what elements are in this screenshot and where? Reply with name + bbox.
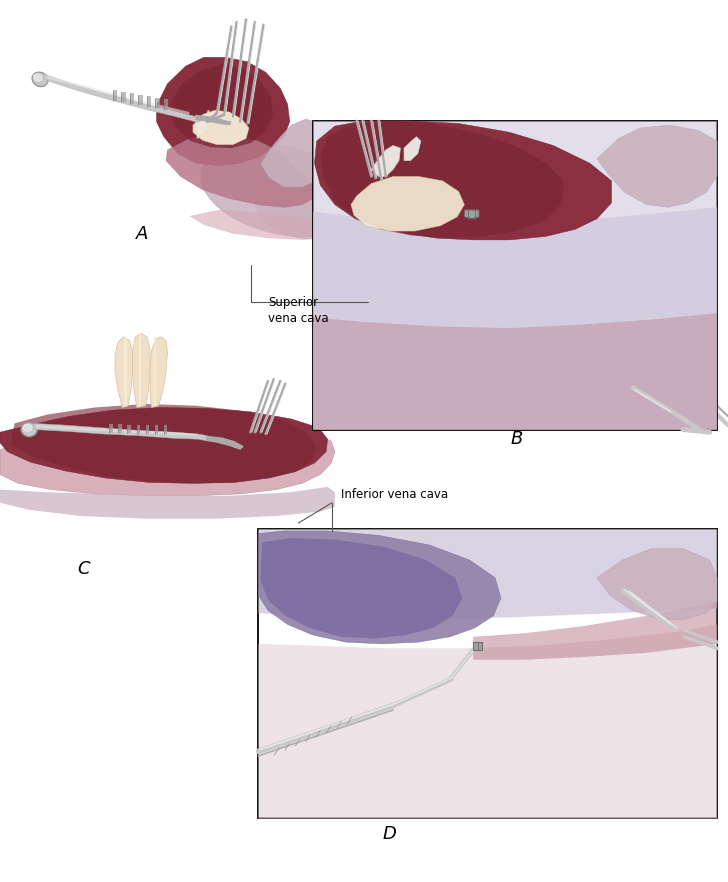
Polygon shape (313, 121, 717, 430)
Polygon shape (206, 436, 244, 450)
Polygon shape (204, 110, 210, 131)
Polygon shape (113, 90, 117, 101)
Polygon shape (313, 207, 717, 430)
Polygon shape (164, 425, 167, 434)
Ellipse shape (23, 424, 32, 431)
Text: Superior
vena cava: Superior vena cava (268, 296, 328, 325)
Polygon shape (44, 74, 200, 122)
Polygon shape (130, 93, 134, 103)
Polygon shape (154, 337, 156, 407)
Polygon shape (320, 121, 564, 238)
Polygon shape (314, 121, 612, 240)
Polygon shape (313, 313, 717, 430)
Polygon shape (258, 529, 717, 619)
Ellipse shape (201, 143, 360, 236)
Polygon shape (36, 425, 197, 436)
Polygon shape (193, 110, 249, 145)
Polygon shape (473, 642, 482, 650)
Polygon shape (138, 94, 143, 105)
Polygon shape (109, 424, 113, 433)
Polygon shape (195, 115, 232, 125)
Polygon shape (597, 549, 717, 619)
Polygon shape (147, 96, 151, 107)
Polygon shape (404, 137, 421, 161)
Polygon shape (258, 624, 717, 818)
Polygon shape (261, 119, 333, 187)
Ellipse shape (255, 168, 357, 238)
Text: D: D (382, 826, 397, 843)
Ellipse shape (33, 74, 42, 81)
Polygon shape (33, 423, 207, 441)
Text: B: B (511, 430, 523, 447)
Bar (313, 121, 717, 430)
Polygon shape (118, 424, 122, 433)
Ellipse shape (21, 422, 37, 437)
Polygon shape (155, 425, 159, 434)
Polygon shape (258, 531, 501, 644)
Text: A: A (136, 225, 148, 243)
Polygon shape (473, 602, 717, 660)
Polygon shape (261, 538, 462, 639)
Polygon shape (155, 98, 159, 108)
Polygon shape (200, 114, 206, 134)
Polygon shape (132, 333, 150, 407)
Polygon shape (47, 76, 189, 115)
Polygon shape (139, 333, 141, 407)
Polygon shape (146, 425, 149, 434)
Polygon shape (0, 422, 335, 496)
Polygon shape (597, 125, 717, 207)
Polygon shape (0, 487, 335, 519)
Polygon shape (115, 337, 132, 407)
Text: C: C (77, 560, 90, 578)
Polygon shape (150, 337, 167, 407)
Bar (258, 529, 717, 818)
Polygon shape (122, 92, 126, 102)
Polygon shape (351, 176, 464, 231)
Polygon shape (170, 64, 273, 148)
Polygon shape (464, 210, 479, 219)
Polygon shape (11, 404, 317, 483)
Polygon shape (166, 134, 313, 207)
Polygon shape (164, 99, 168, 109)
Polygon shape (127, 424, 131, 433)
Polygon shape (137, 425, 141, 434)
Polygon shape (124, 337, 127, 407)
Polygon shape (197, 118, 202, 138)
Polygon shape (371, 146, 400, 176)
Ellipse shape (32, 72, 48, 86)
Polygon shape (157, 57, 290, 166)
Text: Inferior vena cava: Inferior vena cava (341, 488, 448, 501)
Polygon shape (189, 210, 328, 240)
Polygon shape (0, 407, 328, 483)
